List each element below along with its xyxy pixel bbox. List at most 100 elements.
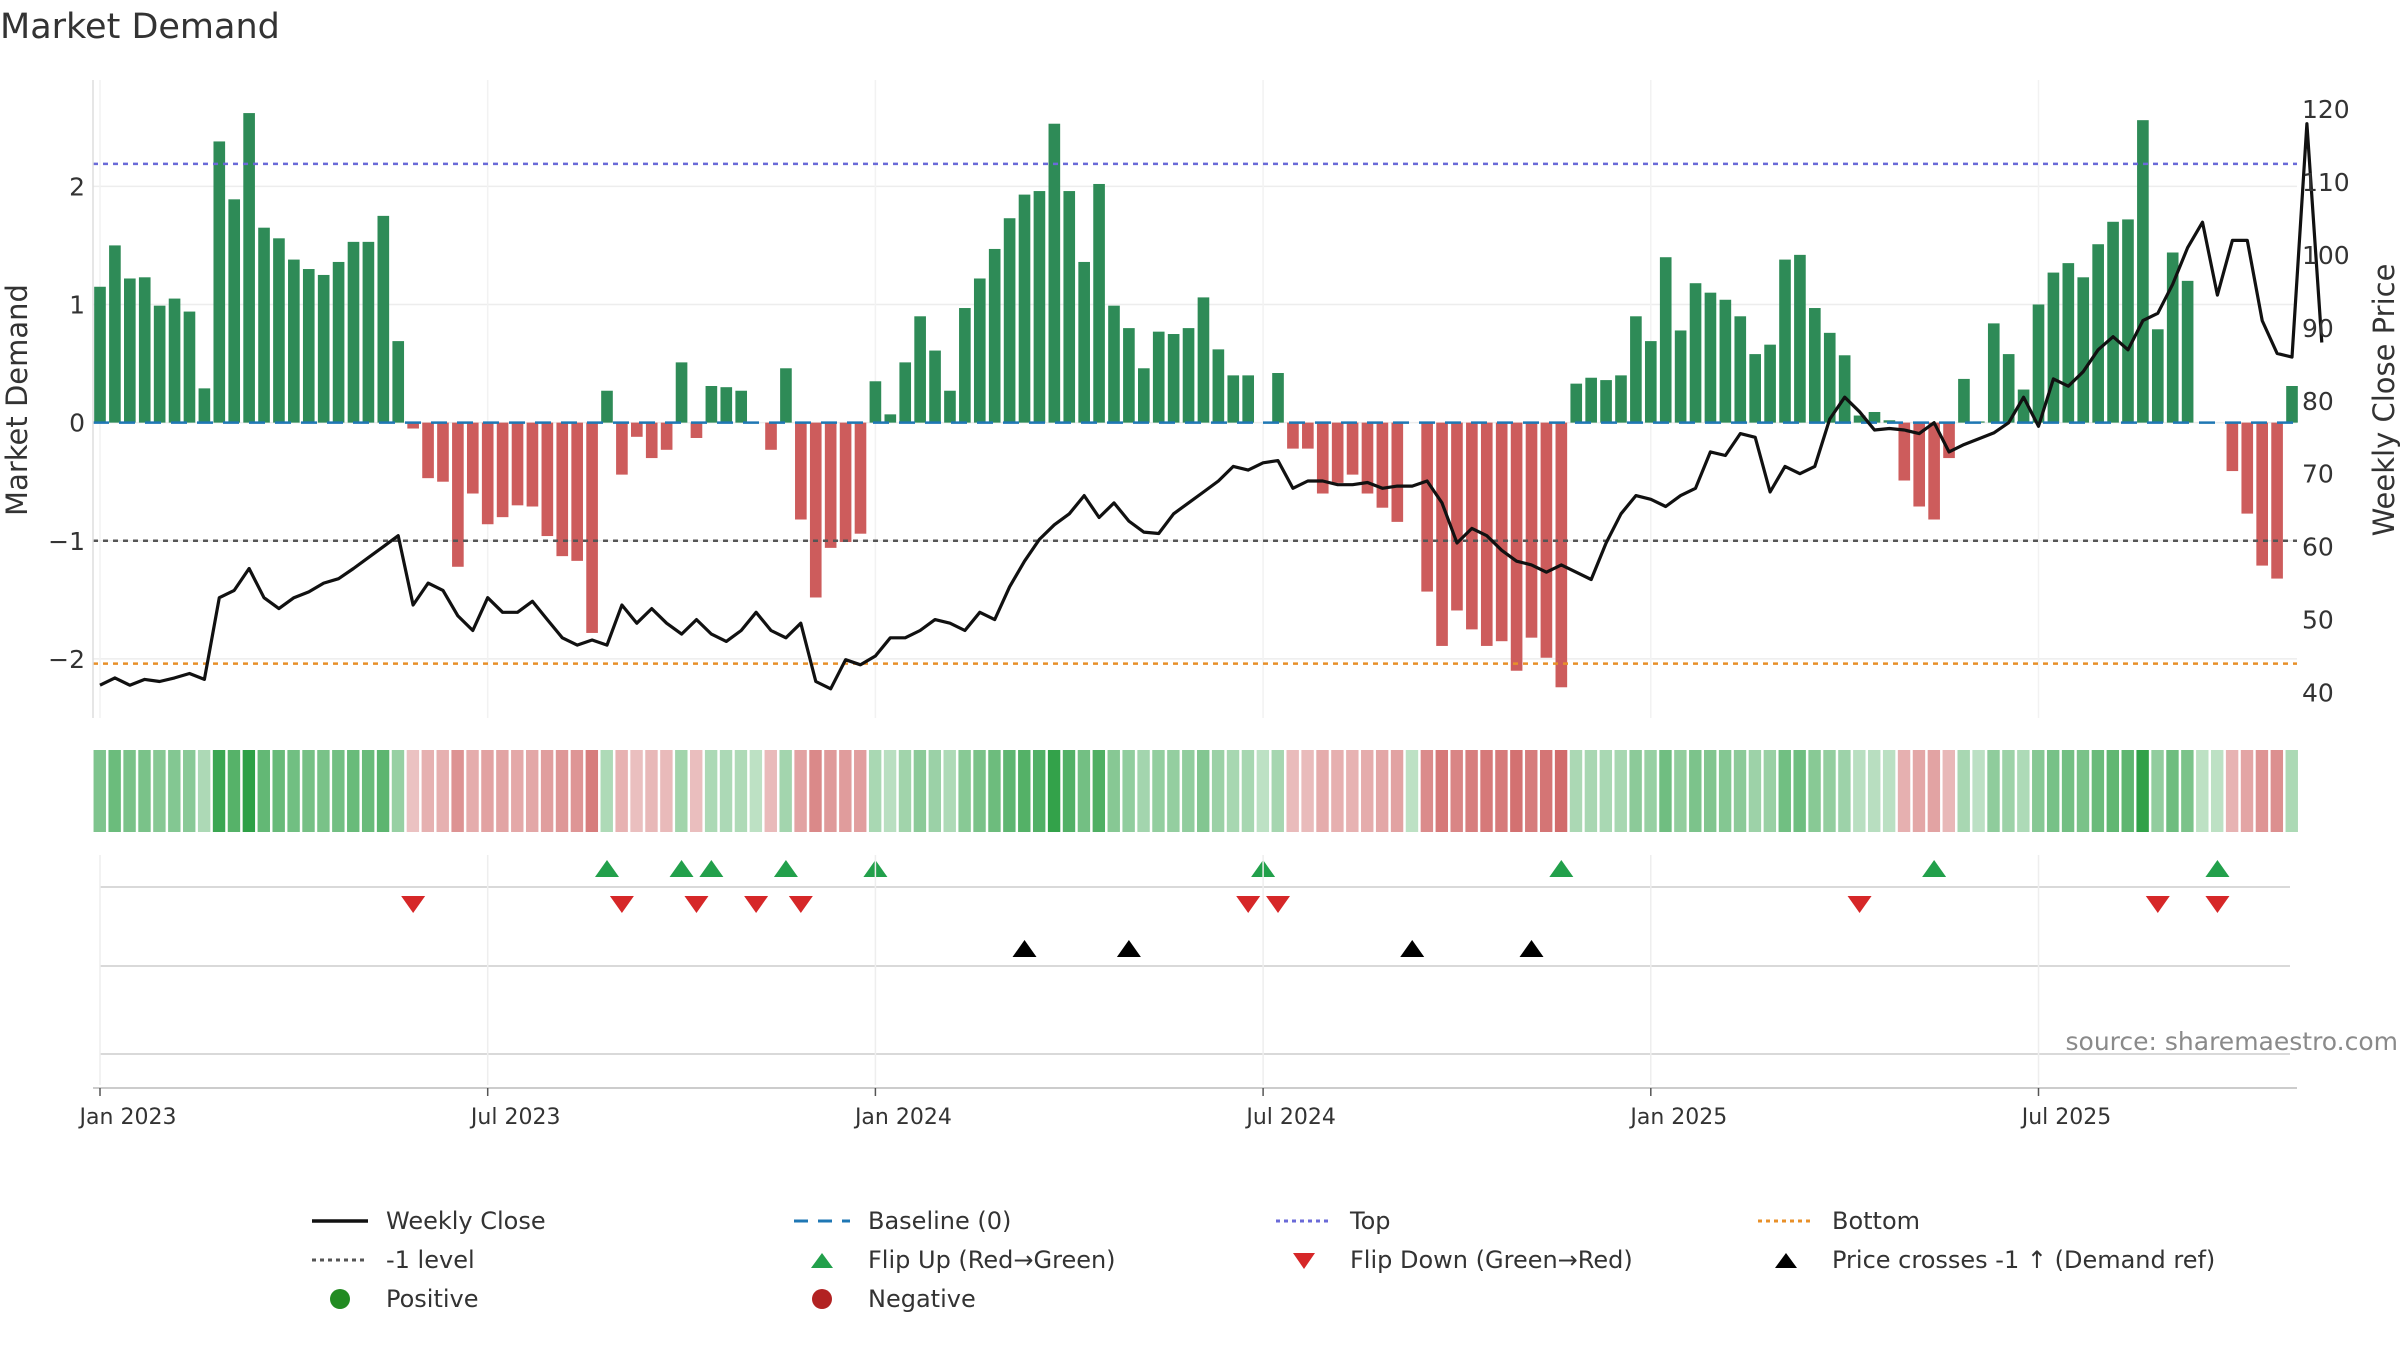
demand-bar [1823, 332, 1836, 423]
legend-label: Positive [386, 1285, 479, 1313]
heat-cell [2181, 750, 2194, 832]
heat-cell [1167, 750, 1180, 832]
heat-cell [257, 750, 270, 832]
heat-cell [570, 750, 584, 832]
heat-cell [466, 750, 479, 832]
reference-levels [93, 162, 2297, 665]
demand-bar [1630, 316, 1642, 423]
demand-bar [302, 269, 315, 423]
heat-cell [1823, 750, 1836, 832]
legend-item: Flip Up (Red→Green) [790, 1244, 1272, 1276]
legend: Weekly Close Baseline (0) Top Bottom -1 leve… [308, 1205, 2258, 1315]
legend-item: -1 level [308, 1244, 790, 1276]
demand-bar [1451, 422, 1463, 611]
heat-cell [1152, 750, 1165, 832]
demand-bar [1838, 355, 1851, 423]
demand-bar [2077, 277, 2090, 423]
heat-cell [1972, 750, 1985, 832]
heat-cell [451, 750, 464, 832]
demand-bar [1376, 422, 1389, 508]
legend-label: Flip Down (Green→Red) [1350, 1246, 1633, 1274]
heat-cell [1390, 750, 1404, 832]
heat-cell [1882, 750, 1896, 832]
heat-cell [660, 750, 673, 832]
demand-bar [720, 387, 733, 423]
heat-cell [1435, 750, 1448, 832]
heat-cell [2046, 750, 2060, 832]
heat-cell [749, 750, 763, 832]
heat-cell [1062, 750, 1076, 832]
demand-bar [124, 278, 136, 423]
y-tick-label: 0 [69, 409, 85, 438]
demand-bar [1868, 411, 1881, 423]
heat-cell [1286, 750, 1299, 832]
heat-cell [2091, 750, 2105, 832]
legend-item: Top [1272, 1205, 1754, 1237]
legend-tri-up-black [1775, 1253, 1797, 1268]
demand-bar [1615, 375, 1627, 423]
demand-bar [481, 422, 494, 525]
heat-cell [525, 750, 539, 832]
y2-axis-label: Weekly Close Price [2367, 264, 2400, 537]
legend-label: Bottom [1832, 1207, 1921, 1235]
demand-bar [571, 422, 583, 561]
demand-bar [2137, 120, 2149, 423]
demand-bar [1644, 341, 1657, 423]
demand-bar [2062, 263, 2075, 423]
heat-cell [511, 750, 524, 832]
demand-bar [645, 422, 658, 459]
demand-bar [243, 113, 255, 423]
legend-swatch-graphic [1276, 1219, 1332, 1223]
heat-cell [1838, 750, 1851, 832]
demand-bar [1928, 422, 1940, 520]
demand-bar [631, 422, 643, 437]
flip-down-marker [1236, 896, 1261, 913]
heat-cell [168, 750, 181, 832]
demand-bar [1361, 422, 1374, 494]
heat-cell [585, 750, 599, 832]
demand-bar [1197, 297, 1210, 423]
demand-bar [1779, 259, 1791, 423]
flip-up-marker [594, 860, 619, 877]
demand-bar [452, 422, 464, 567]
heat-cell [1316, 750, 1329, 832]
legend-label: -1 level [386, 1246, 475, 1274]
heat-cell [391, 750, 405, 832]
flip-down-marker [609, 896, 634, 913]
time-axis: Jan 2023 Jul 2023 Jan 2024 Jul 2024 Jan 2025… [78, 855, 2297, 1130]
y2-tick-label: 60 [2302, 533, 2334, 562]
heat-cell [2151, 750, 2164, 832]
heat-cell [690, 750, 703, 832]
demand-bar [1510, 422, 1523, 671]
demand-bar [1033, 191, 1046, 423]
demand-bar [2151, 329, 2164, 423]
demand-bar [2226, 422, 2239, 472]
demand-bar [1659, 257, 1672, 423]
legend-swatch [308, 1244, 372, 1276]
flip-down-marker [744, 896, 769, 913]
heat-cell [973, 750, 986, 832]
demand-bar [511, 422, 524, 506]
legend-item: Baseline (0) [790, 1205, 1272, 1237]
heat-cell [138, 750, 151, 832]
demand-bar [1152, 331, 1165, 423]
legend-swatch [1754, 1244, 1818, 1276]
y2-tick-label: 90 [2302, 314, 2334, 343]
heat-cell [1868, 750, 1881, 832]
demand-bar [899, 362, 912, 423]
legend-item: Negative [790, 1283, 1272, 1315]
demand-bar [1704, 292, 1717, 423]
demand-bar [1421, 422, 1433, 592]
legend-swatch [308, 1205, 372, 1237]
heat-cell [183, 750, 196, 832]
demand-bar [1167, 334, 1180, 423]
demand-bar [839, 422, 852, 542]
heat-cell [1942, 750, 1955, 832]
heat-cell [540, 750, 554, 832]
demand-bar [2122, 219, 2134, 423]
demand-bar [556, 422, 569, 557]
demand-bar [616, 422, 628, 475]
heat-cell [2136, 750, 2149, 832]
flip-down-marker [1847, 896, 1872, 913]
flip-up-marker [2205, 860, 2230, 877]
